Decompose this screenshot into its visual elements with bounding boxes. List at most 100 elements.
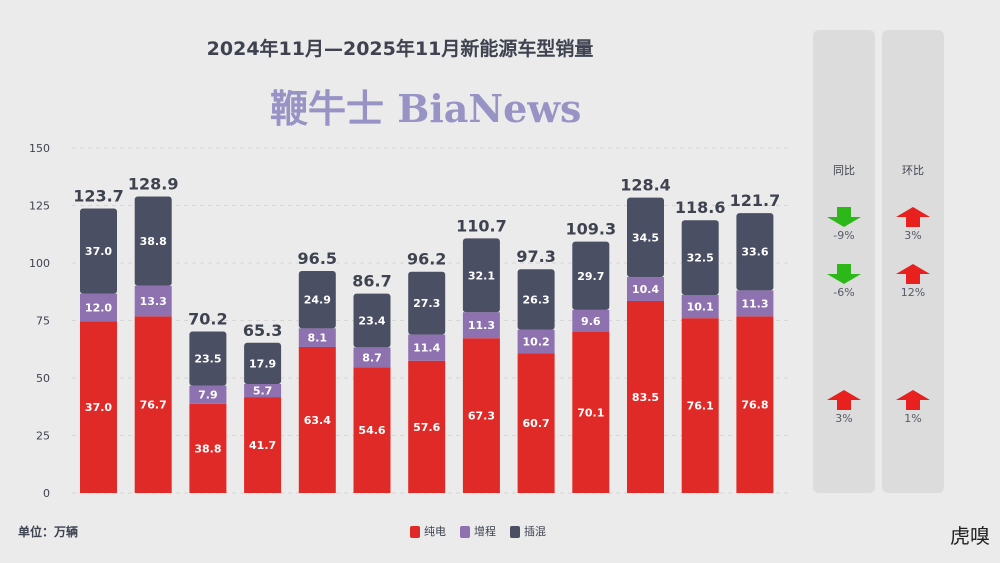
bar-segment-bev xyxy=(517,353,555,493)
stacked-bar-chart: 0 25 50 75 100 125 150 37.0 12.0 37.0 123.7 76.7 13.… xyxy=(29,142,790,500)
y-tick-label: 150 xyxy=(29,142,50,155)
bar-segment-phev xyxy=(244,342,282,384)
mom-change-value: 12% xyxy=(900,286,926,299)
bar-segment-erev xyxy=(736,290,774,317)
data-label: 76.7 xyxy=(140,399,167,412)
data-label: 38.8 xyxy=(140,235,167,248)
data-label: 70.1 xyxy=(577,407,604,420)
data-label: 38.8 xyxy=(194,442,221,455)
total-label: 128.4 xyxy=(620,176,671,195)
bar-segment-erev xyxy=(244,383,282,398)
data-label: 41.7 xyxy=(249,439,276,452)
yoy-panel: 同比 -9% -6% 3% xyxy=(813,30,875,493)
data-label: 11.3 xyxy=(741,297,768,310)
bar-segment-bev xyxy=(80,321,117,493)
bar-segment-erev xyxy=(189,385,227,404)
bar-segment-phev xyxy=(462,238,500,313)
total-label: 128.9 xyxy=(128,175,179,194)
data-label: 67.3 xyxy=(468,410,495,423)
yoy-change-value: 3% xyxy=(835,412,853,425)
data-label: 32.1 xyxy=(468,269,495,282)
total-label: 96.2 xyxy=(407,250,446,269)
bar-segment-phev xyxy=(408,271,446,335)
bar-segment-bev xyxy=(681,318,719,493)
bar-segment-bev xyxy=(134,316,172,493)
bar-segment-bev xyxy=(353,367,391,493)
y-tick-label: 25 xyxy=(36,430,50,443)
mom-panel: 环比 3% 12% 1% xyxy=(882,30,944,493)
data-label: 23.5 xyxy=(194,353,221,366)
arrow-down-icon xyxy=(827,264,861,284)
bar-segment-phev xyxy=(353,293,391,348)
data-label: 32.5 xyxy=(687,252,714,265)
legend-label: 插混 xyxy=(524,525,546,538)
bar-segment-phev xyxy=(627,197,664,278)
data-label: 63.4 xyxy=(304,414,331,427)
total-label: 118.6 xyxy=(675,198,726,217)
arrow-up-icon xyxy=(896,264,930,284)
watermark: 鞭牛士 BiaNews xyxy=(270,86,582,131)
total-label: 109.3 xyxy=(565,220,616,239)
bar-segment-bev xyxy=(189,403,227,493)
total-label: 70.2 xyxy=(188,310,227,329)
bar-segment-erev xyxy=(627,277,664,301)
legend: 纯电 增程 插混 xyxy=(410,523,546,539)
total-label: 121.7 xyxy=(730,191,781,210)
total-label: 123.7 xyxy=(73,186,124,205)
bar-segment-bev xyxy=(736,316,774,493)
data-label: 24.9 xyxy=(304,294,331,307)
legend-label: 增程 xyxy=(474,525,496,538)
huxiu-logo: 虎嗅 xyxy=(950,524,990,548)
y-tick-label: 100 xyxy=(29,257,50,270)
bar-segment-phev xyxy=(80,208,117,294)
data-label: 76.1 xyxy=(687,400,714,413)
chart-title: 2024年11月—2025年11月新能源车型销量 xyxy=(206,38,594,60)
bar-segment-phev xyxy=(134,196,172,286)
bar-segment-bev xyxy=(462,338,500,493)
bar-segment-erev xyxy=(134,285,172,317)
legend-label: 纯电 xyxy=(424,525,446,538)
data-label: 23.4 xyxy=(358,315,385,328)
data-label: 34.5 xyxy=(632,231,659,244)
data-label: 54.6 xyxy=(358,424,385,437)
legend-item-bev: 纯电 xyxy=(410,523,446,539)
total-label: 65.3 xyxy=(243,321,282,340)
bar-segment-phev xyxy=(736,213,774,291)
data-label: 10.1 xyxy=(687,301,714,314)
data-label: 13.3 xyxy=(140,295,167,308)
data-label: 37.0 xyxy=(85,245,112,258)
mom-change-value: 1% xyxy=(904,412,922,425)
bar-segment-phev xyxy=(517,269,555,330)
bar-segment-bev xyxy=(572,332,610,493)
data-label: 29.7 xyxy=(577,270,604,283)
y-tick-label: 50 xyxy=(36,372,50,385)
yoy-change-value: -9% xyxy=(833,229,855,242)
bar-segment-bev xyxy=(627,300,664,493)
data-label: 27.3 xyxy=(413,297,440,310)
bar-segment-erev xyxy=(298,328,336,347)
data-label: 11.3 xyxy=(468,319,495,332)
data-label: 9.6 xyxy=(581,315,601,328)
arrow-down-icon xyxy=(827,207,861,227)
y-tick-label: 75 xyxy=(36,315,50,328)
bar-segment-bev xyxy=(408,360,446,493)
bar-segment-erev xyxy=(462,312,500,339)
data-label: 7.9 xyxy=(198,389,218,402)
data-label: 57.6 xyxy=(413,421,440,434)
bar-segment-erev xyxy=(353,347,391,368)
bar-segment-erev xyxy=(80,293,117,322)
data-label: 76.8 xyxy=(741,399,768,412)
data-label: 37.0 xyxy=(85,401,112,414)
yoy-title: 同比 xyxy=(833,164,855,177)
total-label: 110.7 xyxy=(456,216,507,235)
data-label: 11.4 xyxy=(413,342,440,355)
data-label: 10.4 xyxy=(632,283,659,296)
total-label: 86.7 xyxy=(352,272,391,291)
bar-segment-bev xyxy=(298,346,336,493)
arrow-up-icon xyxy=(896,207,930,227)
bar-segment-phev xyxy=(298,271,336,329)
arrow-up-icon xyxy=(827,390,861,410)
bar-segment-bev xyxy=(244,397,282,493)
bar-segment-erev xyxy=(517,329,555,354)
arrow-up-icon xyxy=(896,390,930,410)
